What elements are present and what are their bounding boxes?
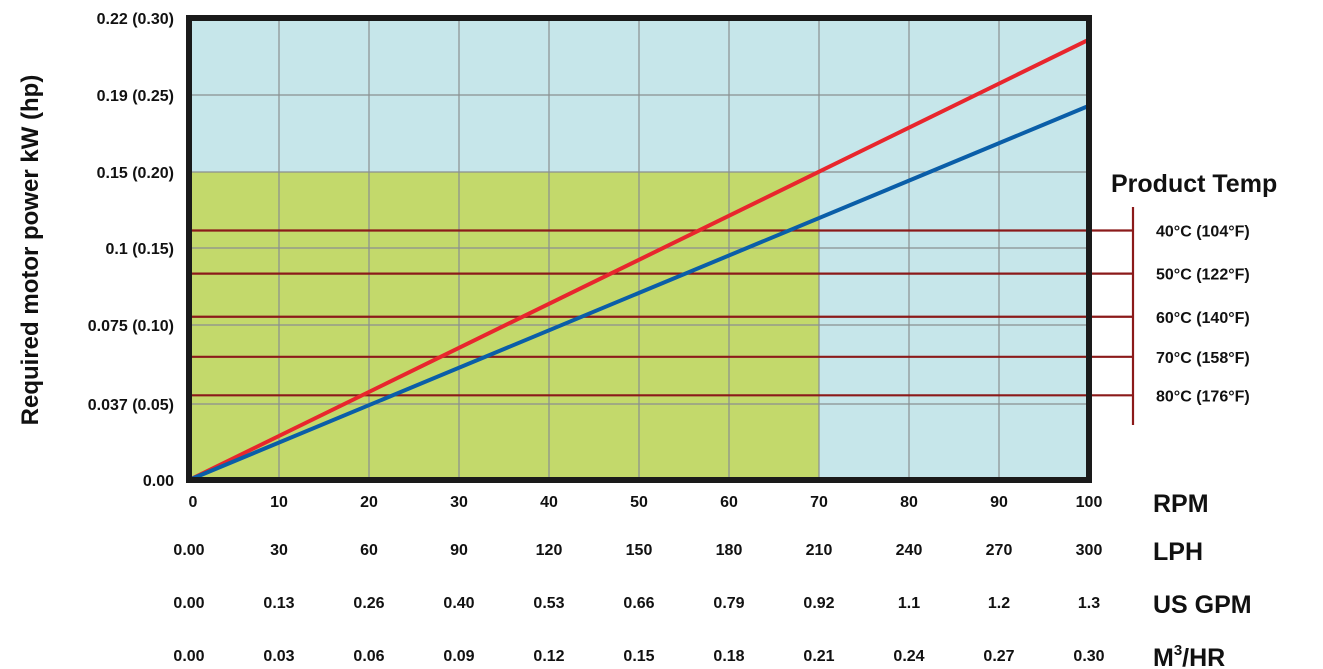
- x-tick-label: 0.26: [353, 595, 384, 612]
- temp-legend-title: Product Temp: [1111, 170, 1277, 198]
- x-tick-label: 0.06: [353, 648, 384, 665]
- x-tick-label: 0.92: [803, 595, 834, 612]
- x-tick-label: 0.27: [983, 648, 1014, 665]
- x-tick-label: 0.15: [623, 648, 654, 665]
- x-tick-label: 10: [270, 494, 288, 511]
- series-line-1: [188, 103, 1090, 482]
- x-tick-label: 0.30: [1073, 648, 1104, 665]
- x-tick-label: 0.66: [623, 595, 654, 612]
- x-tick-label: 0.53: [533, 595, 564, 612]
- x-tick-label: 0.40: [443, 595, 474, 612]
- x-tick-label: 0.13: [263, 595, 294, 612]
- temp-legend-label: 60°C (140°F): [1156, 310, 1250, 327]
- x-tick-label: 0.00: [173, 595, 204, 612]
- x-tick-label: 0.00: [173, 648, 204, 665]
- x-unit-label: M3/HR: [1153, 642, 1225, 669]
- x-tick-label: 0.09: [443, 648, 474, 665]
- x-tick-label: 240: [896, 542, 923, 559]
- x-tick-label: 0.12: [533, 648, 564, 665]
- series-line-0: [188, 37, 1090, 482]
- x-unit-label: RPM: [1153, 490, 1209, 518]
- x-tick-label: 0.24: [893, 648, 924, 665]
- x-tick-label: 90: [990, 494, 1008, 511]
- y-tick-label: 0.1 (0.15): [106, 241, 174, 258]
- x-tick-label: 20: [360, 494, 378, 511]
- y-tick-label: 0.22 (0.30): [97, 11, 174, 28]
- chart-series: [188, 37, 1090, 482]
- x-tick-label: 120: [536, 542, 563, 559]
- x-tick-label: 60: [360, 542, 378, 559]
- x-tick-label: 180: [716, 542, 743, 559]
- x-tick-label: 150: [626, 542, 653, 559]
- x-tick-label: 0.03: [263, 648, 294, 665]
- x-tick-label: 70: [810, 494, 828, 511]
- temp-legend-label: 40°C (104°F): [1156, 224, 1250, 241]
- temp-legend-label: 70°C (158°F): [1156, 350, 1250, 367]
- x-tick-label: 0.79: [713, 595, 744, 612]
- x-tick-label: 50: [630, 494, 648, 511]
- x-unit-label: US GPM: [1153, 591, 1252, 619]
- y-tick-label: 0.037 (0.05): [88, 397, 174, 414]
- y-tick-label: 0.19 (0.25): [97, 88, 174, 105]
- x-tick-label: 1.2: [988, 595, 1010, 612]
- y-axis-label: Required motor power kW (hp): [17, 75, 44, 426]
- x-tick-label: 80: [900, 494, 918, 511]
- y-tick-label: 0.15 (0.20): [97, 165, 174, 182]
- x-tick-label: 1.3: [1078, 595, 1100, 612]
- x-tick-label: 30: [450, 494, 468, 511]
- x-tick-label: 100: [1076, 494, 1103, 511]
- y-tick-label: 0.075 (0.10): [88, 318, 174, 335]
- y-tick-labels: 0.00 0.037 (0.05) 0.075 (0.10) 0.1 (0.15) 0.…: [88, 11, 174, 490]
- x-tick-label: 0.21: [803, 648, 834, 665]
- x-tick-label: 0.18: [713, 648, 744, 665]
- temp-legend-label: 80°C (176°F): [1156, 388, 1250, 405]
- x-tick-label: 90: [450, 542, 468, 559]
- x-tick-label: 60: [720, 494, 738, 511]
- x-tick-label: 30: [270, 542, 288, 559]
- temperature-lines: [189, 229, 1133, 397]
- x-tick-label: 40: [540, 494, 558, 511]
- x-tick-label: 0: [189, 494, 198, 511]
- x-tick-label: 300: [1076, 542, 1103, 559]
- x-scales: 0 10 20 30 40 50 60 70 80 90 100 RPM 0.00 30 60 90 120 15…: [173, 490, 1251, 669]
- temperature-legend: Product Temp 40°C (104°F) 50°C (122°F) 60°C…: [1111, 170, 1277, 425]
- x-tick-label: 1.1: [898, 595, 920, 612]
- x-tick-label: 270: [986, 542, 1013, 559]
- temp-legend-label: 50°C (122°F): [1156, 267, 1250, 284]
- plot-frame: [186, 15, 1092, 483]
- x-tick-label: 210: [806, 542, 833, 559]
- y-tick-label: 0.00: [143, 473, 174, 490]
- x-tick-label: 0.00: [173, 542, 204, 559]
- x-unit-label: LPH: [1153, 538, 1203, 566]
